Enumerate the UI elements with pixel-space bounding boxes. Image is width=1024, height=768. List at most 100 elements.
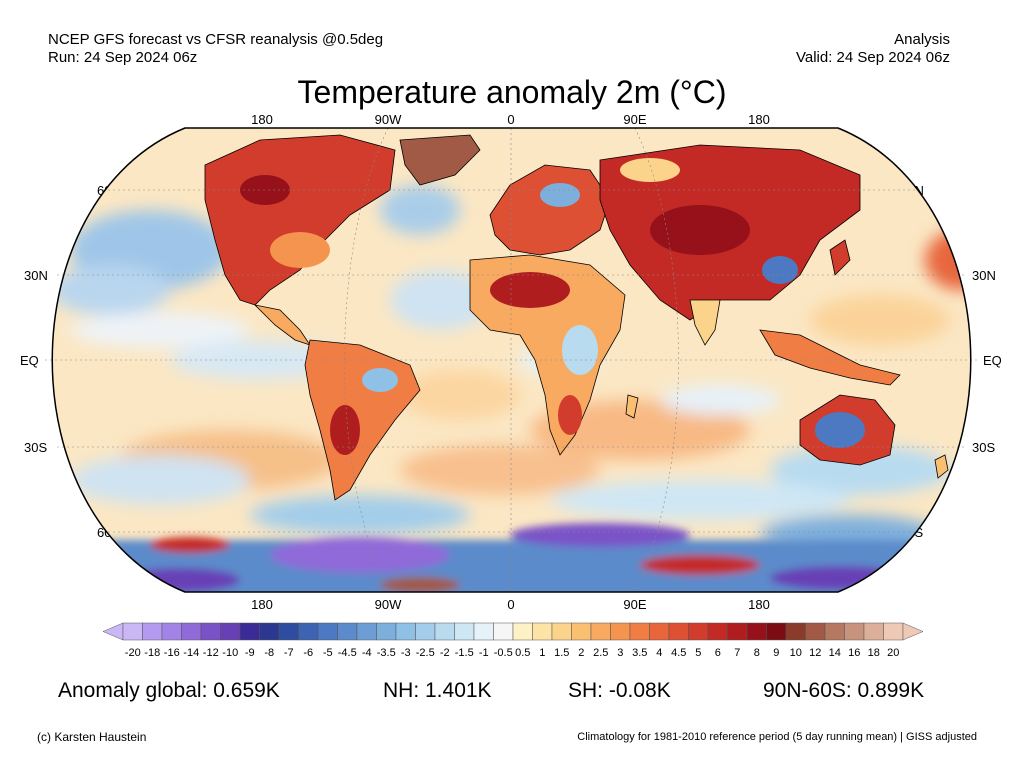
new-zealand bbox=[934, 454, 949, 479]
colorbar-cell bbox=[824, 622, 845, 641]
meridian-90w bbox=[344, 127, 389, 593]
colorbar-tick-label: 5 bbox=[695, 647, 702, 659]
valid-time: Valid: 24 Sep 2024 06z bbox=[795, 49, 950, 66]
colorbar-cell bbox=[571, 622, 592, 641]
colorbar-tick-label: -3.5 bbox=[376, 647, 396, 659]
lon-label-bottom-180e: 180 bbox=[748, 597, 770, 612]
lat-label-right-30n: 30N bbox=[972, 268, 996, 283]
model-description: NCEP GFS forecast vs CFSR reanalysis @0.… bbox=[48, 31, 384, 48]
anomaly-sh: SH: -0.08K bbox=[568, 679, 671, 702]
globe-outline bbox=[51, 127, 972, 593]
colorbar-tick-label: 7 bbox=[734, 647, 741, 659]
colorbar-cell bbox=[785, 622, 806, 641]
colorbar-cell bbox=[454, 622, 475, 641]
colorbar-cell bbox=[376, 622, 397, 641]
colorbar-cell bbox=[551, 622, 572, 641]
lon-label-top-180w: 180 bbox=[251, 112, 273, 127]
colorbar-tick-label: 10 bbox=[789, 647, 802, 659]
colorbar-tick-label: -6 bbox=[303, 647, 314, 659]
colorbar-tick-label: -4.5 bbox=[337, 647, 357, 659]
colorbar-cell bbox=[434, 622, 455, 641]
colorbar-tick-label: -2 bbox=[439, 647, 450, 659]
colorbar-tick-label: 4 bbox=[656, 647, 663, 659]
antarctic-band bbox=[52, 523, 971, 592]
colorbar-over-arrow bbox=[902, 622, 924, 641]
colorbar-tick-label: 0.5 bbox=[515, 647, 531, 659]
colorbar-cell bbox=[766, 622, 787, 641]
graticule bbox=[45, 127, 979, 593]
anomaly-map bbox=[45, 127, 979, 593]
lon-label-top-90e: 90E bbox=[623, 112, 647, 127]
colorbar-cell bbox=[298, 622, 319, 641]
anomaly-nh: NH: 1.401K bbox=[383, 679, 492, 702]
colorbar-tick-label: 16 bbox=[848, 647, 861, 659]
anomaly-global: Anomaly global: 0.659K bbox=[58, 679, 280, 702]
india bbox=[689, 299, 721, 346]
colorbar-cell bbox=[844, 622, 865, 641]
colorbar-tick-label: -8 bbox=[264, 647, 275, 659]
colorbar-cell bbox=[356, 622, 377, 641]
colorbar-tick-label: -1 bbox=[478, 647, 489, 659]
colorbar-tick-label: 14 bbox=[828, 647, 841, 659]
colorbar-tick-label: 8 bbox=[753, 647, 760, 659]
colorbar-tick-label: -2.5 bbox=[415, 647, 435, 659]
colorbar-cell bbox=[590, 622, 611, 641]
colorbar-tick-label: 3.5 bbox=[632, 647, 648, 659]
colorbar-tick-label: -20 bbox=[124, 647, 141, 659]
colorbar-cell bbox=[883, 622, 904, 641]
lat-label-right-30s: 30S bbox=[972, 440, 996, 455]
lat-label-left-30s: 30S bbox=[24, 440, 48, 455]
colorbar-cell bbox=[473, 622, 494, 641]
colorbar-tick-label: 6 bbox=[714, 647, 721, 659]
colorbar-tick-label: 3 bbox=[617, 647, 624, 659]
colorbar-tick-label: -7 bbox=[283, 647, 294, 659]
colorbar-cell bbox=[239, 622, 260, 641]
colorbar-cell bbox=[727, 622, 748, 641]
greenland bbox=[399, 134, 481, 186]
lon-label-bottom-90e: 90E bbox=[623, 597, 647, 612]
lat-label-left-30n: 30N bbox=[24, 268, 48, 283]
colorbar-cell bbox=[122, 622, 143, 641]
colorbar bbox=[102, 622, 924, 641]
colorbar-tick-label: -4 bbox=[361, 647, 372, 659]
europe bbox=[489, 164, 611, 256]
colorbar-cell bbox=[688, 622, 709, 641]
colorbar-cell bbox=[805, 622, 826, 641]
colorbar-tick-label: -14 bbox=[183, 647, 200, 659]
lon-label-top-90w: 90W bbox=[374, 112, 402, 127]
run-info: NCEP GFS forecast vs CFSR reanalysis @0.… bbox=[48, 31, 383, 67]
colorbar-cell bbox=[746, 622, 767, 641]
colorbar-cell bbox=[610, 622, 631, 641]
lat-label-right-eq: EQ bbox=[983, 353, 1002, 368]
meridian-90e bbox=[634, 127, 679, 593]
colorbar-cell bbox=[259, 622, 280, 641]
analysis-label: Analysis bbox=[894, 31, 950, 48]
lon-label-top-0: 0 bbox=[507, 112, 515, 127]
colorbar-tick-label: 2 bbox=[578, 647, 585, 659]
colorbar-tick-label: -5 bbox=[322, 647, 333, 659]
colorbar-cell bbox=[395, 622, 416, 641]
colorbar-tick-label: -9 bbox=[244, 647, 255, 659]
lat-label-left-eq: EQ bbox=[20, 353, 39, 368]
colorbar-cell bbox=[181, 622, 202, 641]
colorbar-under-arrow bbox=[102, 622, 124, 641]
colorbar-cell bbox=[278, 622, 299, 641]
colorbar-tick-label: -16 bbox=[163, 647, 180, 659]
colorbar-tick-label: 2.5 bbox=[593, 647, 609, 659]
colorbar-cell bbox=[512, 622, 533, 641]
colorbar-cell bbox=[668, 622, 689, 641]
colorbar-cells bbox=[102, 622, 924, 641]
colorbar-tick-label: -3 bbox=[400, 647, 411, 659]
lon-label-bottom-90w: 90W bbox=[374, 597, 402, 612]
map-title: Temperature anomaly 2m (°C) bbox=[297, 74, 727, 110]
lon-label-bottom-0: 0 bbox=[507, 597, 515, 612]
climatology-note: Climatology for 1981-2010 reference peri… bbox=[577, 731, 977, 743]
continents bbox=[204, 134, 949, 501]
colorbar-cell bbox=[161, 622, 182, 641]
colorbar-cell bbox=[220, 622, 241, 641]
colorbar-tick-label: 12 bbox=[809, 647, 822, 659]
colorbar-cell bbox=[532, 622, 553, 641]
southeast-asia-islands bbox=[759, 329, 901, 386]
colorbar-tick-label: 9 bbox=[773, 647, 780, 659]
colorbar-cell bbox=[415, 622, 436, 641]
